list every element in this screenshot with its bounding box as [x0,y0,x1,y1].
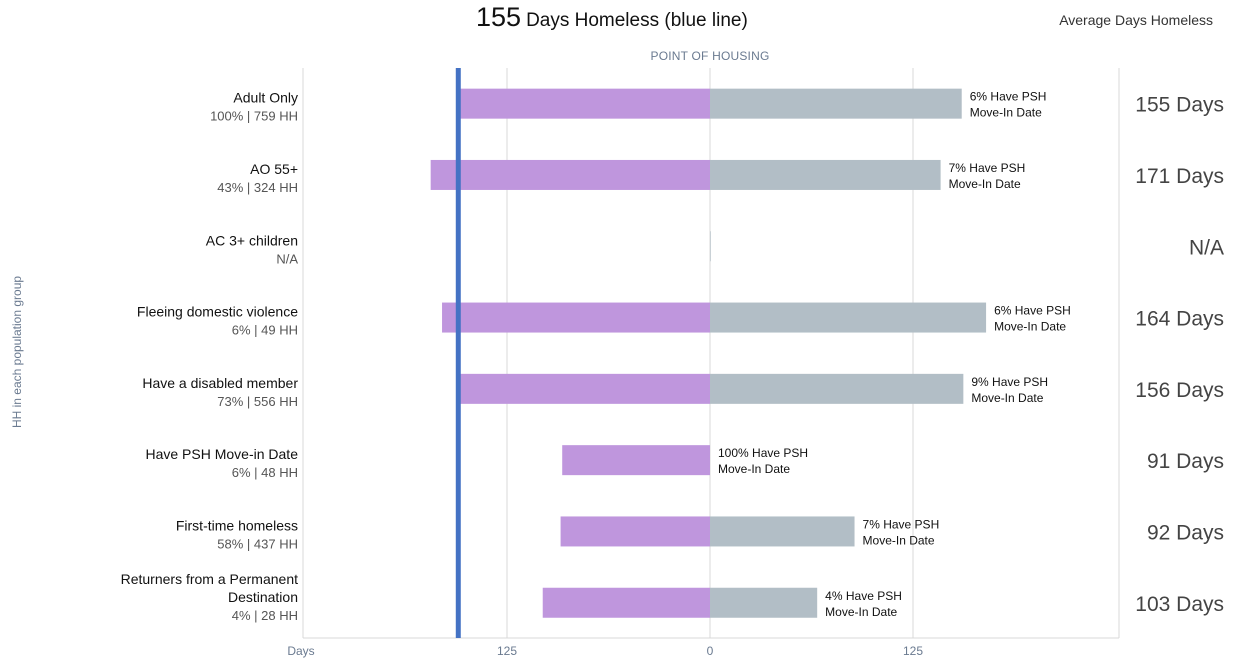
category-detail-5: 6% | 48 HH [232,465,298,480]
bar-after-0 [710,88,962,119]
bar-after-3 [710,302,987,333]
avg-days-2: N/A [1189,236,1224,259]
avg-days-4: 156 Days [1135,379,1224,402]
bar-before-6 [560,516,710,547]
title-text: Days Homeless (blue line) [526,10,748,31]
psh-sublabel-3: Move-In Date [994,320,1066,334]
category-name-4: Have a disabled member [142,375,298,391]
psh-sublabel-7: Move-In Date [825,605,897,619]
psh-label-1: 7% Have PSH [949,161,1026,175]
psh-label-0: 6% Have PSH [970,90,1047,104]
x-tick-label-1: 0 [707,644,714,658]
category-detail-7: 4% | 28 HH [232,608,298,623]
category-name-3: Fleeing domestic violence [137,304,298,320]
category-detail-0: 100% | 759 HH [210,109,298,124]
bar-before-7 [542,587,710,618]
point-of-housing-label: POINT OF HOUSING [650,49,770,63]
bar-after-4 [710,373,964,404]
avg-days-5: 91 Days [1147,450,1224,473]
bar-after-1 [710,159,941,190]
psh-label-5: 100% Have PSH [718,446,808,460]
bar-after-7 [710,587,818,618]
title-days-number: 155 [476,2,522,32]
category-detail-3: 6% | 49 HH [232,323,298,338]
bar-after-6 [710,516,855,547]
psh-label-3: 6% Have PSH [994,304,1071,318]
category-detail-2: N/A [276,251,298,266]
category-name-6: First-time homeless [176,517,298,533]
category-detail-6: 58% | 437 HH [217,536,298,551]
category-name-2: AC 3+ children [206,232,298,248]
bar-before-0 [458,88,710,119]
category-name-0: Adult Only [233,90,298,106]
category-name-5: Have PSH Move-in Date [145,446,298,462]
bar-before-4 [458,373,710,404]
psh-sublabel-1: Move-In Date [949,177,1021,191]
x-tick-label-0: 125 [497,644,517,658]
chart-title: 155 Days Homeless (blue line) [476,2,748,33]
avg-days-0: 155 Days [1135,94,1224,117]
psh-label-4: 9% Have PSH [971,375,1048,389]
psh-sublabel-5: Move-In Date [718,462,790,476]
x-axis-days-label: Days [287,644,314,658]
psh-label-6: 7% Have PSH [863,517,940,531]
avg-days-6: 92 Days [1147,521,1224,544]
bar-before-5 [562,445,710,476]
avg-days-1: 171 Days [1135,165,1224,188]
category-detail-4: 73% | 556 HH [217,394,298,409]
average-days-heading: Average Days Homeless [1059,12,1213,28]
bar-before-3 [442,302,710,333]
bar-before-1 [430,159,710,190]
x-tick-label-2: 125 [903,644,923,658]
avg-days-7: 103 Days [1135,593,1224,616]
avg-days-3: 164 Days [1135,308,1224,331]
category-name-7-line-0: Returners from a Permanent [121,571,299,587]
category-detail-1: 43% | 324 HH [217,180,298,195]
category-name-7-line-1: Destination [228,589,298,605]
psh-sublabel-0: Move-In Date [970,106,1042,120]
psh-label-7: 4% Have PSH [825,589,902,603]
psh-sublabel-6: Move-In Date [863,533,935,547]
category-name-1: AO 55+ [250,161,298,177]
psh-sublabel-4: Move-In Date [971,391,1043,405]
